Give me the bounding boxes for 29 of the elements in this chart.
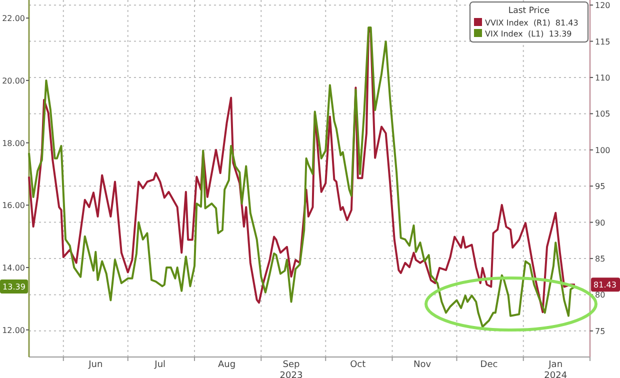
y2-tick-label: 80 — [595, 290, 606, 300]
legend-label: VVIX Index (R1) 81.43 — [485, 18, 578, 28]
y2-tick-label: 75 — [595, 326, 606, 336]
y-tick-label: 18.00 — [2, 138, 25, 148]
y2-tick-label: 100 — [595, 146, 610, 155]
x-tick-label: Jul — [154, 360, 166, 370]
x-tick-label: Aug — [218, 360, 236, 370]
x-tick-label: Sep 2023 — [280, 360, 303, 378]
y-tick-label: 16.00 — [2, 201, 25, 210]
y2-tick-label: 105 — [595, 110, 610, 119]
text: 81.43 — [594, 280, 616, 290]
y2-tick-label: 120 — [595, 1, 610, 10]
legend-label: VIX Index (L1) 13.39 — [485, 30, 572, 38]
y2-tick-label: 85 — [595, 254, 606, 264]
y2-tick-label: 115 — [595, 37, 610, 46]
x-tick-label: Nov — [414, 360, 432, 370]
x-tick-label: Dec — [480, 360, 498, 370]
y-tick-label: 14.00 — [2, 264, 25, 273]
x-tick-label: Jan 2024 — [544, 360, 568, 378]
y-tick-label: 12.00 — [2, 326, 25, 335]
y-tick-label: 20.00 — [2, 76, 25, 86]
x-tick-label: Oct — [350, 360, 366, 370]
y2-tick-label: 95 — [595, 182, 606, 192]
y2-tick-label: 90 — [595, 218, 606, 228]
legend-title: Last Price — [508, 6, 550, 16]
y2-tick-label: 110 — [595, 73, 610, 82]
y-tick-label: 22.00 — [2, 14, 25, 24]
x-tick-label: Jun — [88, 360, 103, 370]
text: 13.39 — [2, 282, 26, 292]
